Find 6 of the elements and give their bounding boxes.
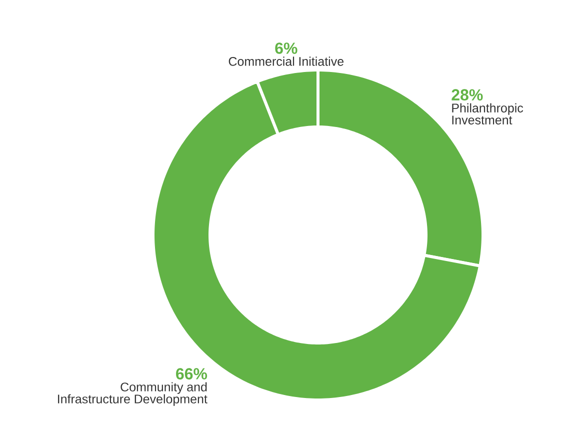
data-label: 66% [176, 368, 208, 380]
slice-label: Philanthropic Investment [452, 103, 524, 124]
slice-label: Commercial Initiative [228, 56, 344, 66]
data-label: 6% [275, 42, 298, 54]
data-label: 28% [452, 89, 483, 100]
slice-label: Community and Infrastructure Development [58, 382, 208, 406]
